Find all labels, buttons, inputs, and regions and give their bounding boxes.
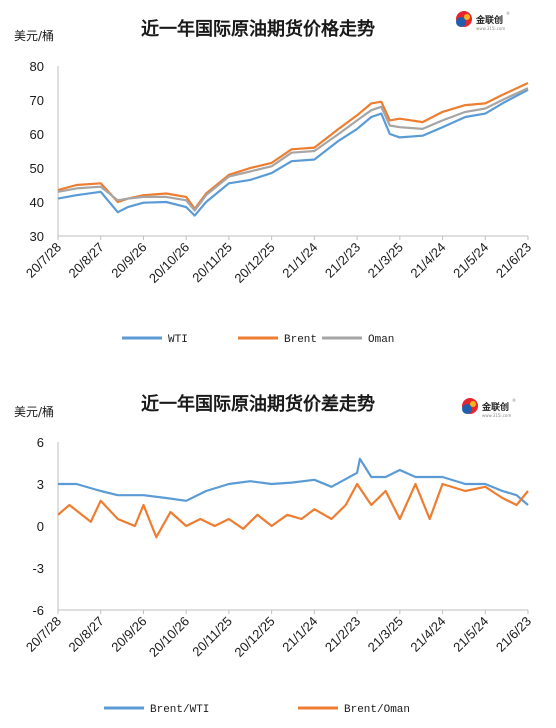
series-line-brent-wti	[58, 457, 529, 506]
y-tick-label: 3	[37, 477, 44, 492]
x-tick-label: 20/12/25	[231, 614, 277, 660]
x-tick-label: 20/10/26	[146, 614, 192, 660]
price-chart-axes: 30 40 50 60 70 80 20/7/28 20/8/27 20/9/2620/10/2…	[23, 59, 534, 286]
series-line-brent	[57, 82, 529, 210]
x-tick-label: 20/11/25	[189, 240, 235, 286]
spread-chart: 金联创 www.315i.com ® 近一年国际原油期货价差走势 美元/桶 -6…	[0, 364, 556, 728]
x-tick-label: 20/10/26	[146, 240, 192, 286]
x-tick-label: 21/5/24	[450, 240, 491, 281]
x-tick-label: 21/3/25	[365, 240, 406, 281]
y-tick-label: 60	[30, 127, 44, 142]
logo-registered-mark: ®	[506, 11, 510, 16]
logo-mark-icon-inner	[456, 17, 466, 27]
y-tick-label: 30	[30, 229, 44, 244]
x-tick-label: 20/8/27	[66, 240, 107, 281]
price-chart-logo: 金联创 www.315i.com ®	[456, 11, 510, 31]
x-tick-label: 21/2/23	[322, 614, 363, 655]
price-chart: 金联创 www.315i.com ® 近一年国际原油期货价格走势 美元/桶 30…	[14, 11, 534, 346]
x-tick-label: 21/2/23	[322, 240, 363, 281]
spread-chart-legend: Brent/WTI Brent/Oman	[104, 704, 410, 716]
y-tick-label: 0	[37, 519, 44, 534]
logo-mark-icon-inner	[462, 404, 472, 414]
y-tick-label: 50	[30, 161, 44, 176]
price-chart-title: 近一年国际原油期货价格走势	[141, 18, 375, 40]
x-tick-label: 20/9/26	[108, 240, 149, 281]
x-tick-label: 20/7/28	[23, 240, 64, 281]
x-tick-label: 20/7/28	[23, 614, 64, 655]
spread-chart-title: 近一年国际原油期货价差走势	[141, 393, 375, 415]
spread-chart-unit: 美元/桶	[14, 404, 54, 419]
price-chart-legend: WTI Brent Oman	[122, 334, 394, 346]
x-tick-label: 21/5/24	[450, 614, 491, 655]
x-tick-label: 21/6/23	[493, 614, 534, 655]
x-tick-label: 21/4/24	[407, 240, 448, 281]
legend-label: Brent	[284, 334, 317, 346]
y-tick-label: -3	[32, 561, 44, 576]
logo-text: 金联创	[475, 14, 503, 26]
legend-label: Brent/Oman	[344, 704, 410, 716]
logo-mark-icon-dot	[470, 401, 476, 407]
x-tick-label: 21/6/23	[493, 240, 534, 281]
legend-label: Brent/WTI	[150, 704, 209, 716]
spread-chart-svg: 金联创 www.315i.com ® 近一年国际原油期货价差走势 美元/桶 -6…	[14, 393, 534, 716]
price-chart-unit: 美元/桶	[14, 28, 54, 43]
y-tick-label: 70	[30, 93, 44, 108]
x-tick-label: 20/9/26	[108, 614, 149, 655]
spread-chart-logo: 金联创 www.315i.com ®	[462, 398, 516, 418]
legend-label: WTI	[168, 334, 188, 346]
y-tick-label: -6	[32, 603, 44, 618]
logo-subtext: www.315i.com	[476, 26, 505, 31]
spread-chart-plot	[57, 457, 529, 539]
price-chart-svg: 金联创 www.315i.com ® 近一年国际原油期货价格走势 美元/桶 30…	[14, 11, 534, 346]
series-line-oman	[57, 87, 529, 212]
y-tick-label: 6	[37, 435, 44, 450]
x-tick-label: 21/3/25	[365, 614, 406, 655]
series-line-wti	[57, 88, 529, 217]
x-tick-label: 21/4/24	[407, 614, 448, 655]
price-chart-plot	[57, 82, 529, 217]
logo-registered-mark: ®	[512, 398, 516, 403]
x-tick-label: 20/8/27	[66, 614, 107, 655]
y-tick-label: 40	[30, 195, 44, 210]
x-tick-label: 21/1/24	[279, 240, 320, 281]
x-tick-label: 20/11/25	[189, 614, 235, 660]
y-tick-label: 80	[30, 59, 44, 74]
x-tick-label: 21/1/24	[279, 614, 320, 655]
logo-mark-icon-dot	[464, 14, 470, 20]
legend-label: Oman	[368, 334, 394, 346]
logo-text: 金联创	[481, 401, 509, 413]
x-tick-label: 20/12/25	[231, 240, 277, 286]
series-line-brent-oman	[57, 482, 529, 539]
logo-subtext: www.315i.com	[482, 413, 511, 418]
